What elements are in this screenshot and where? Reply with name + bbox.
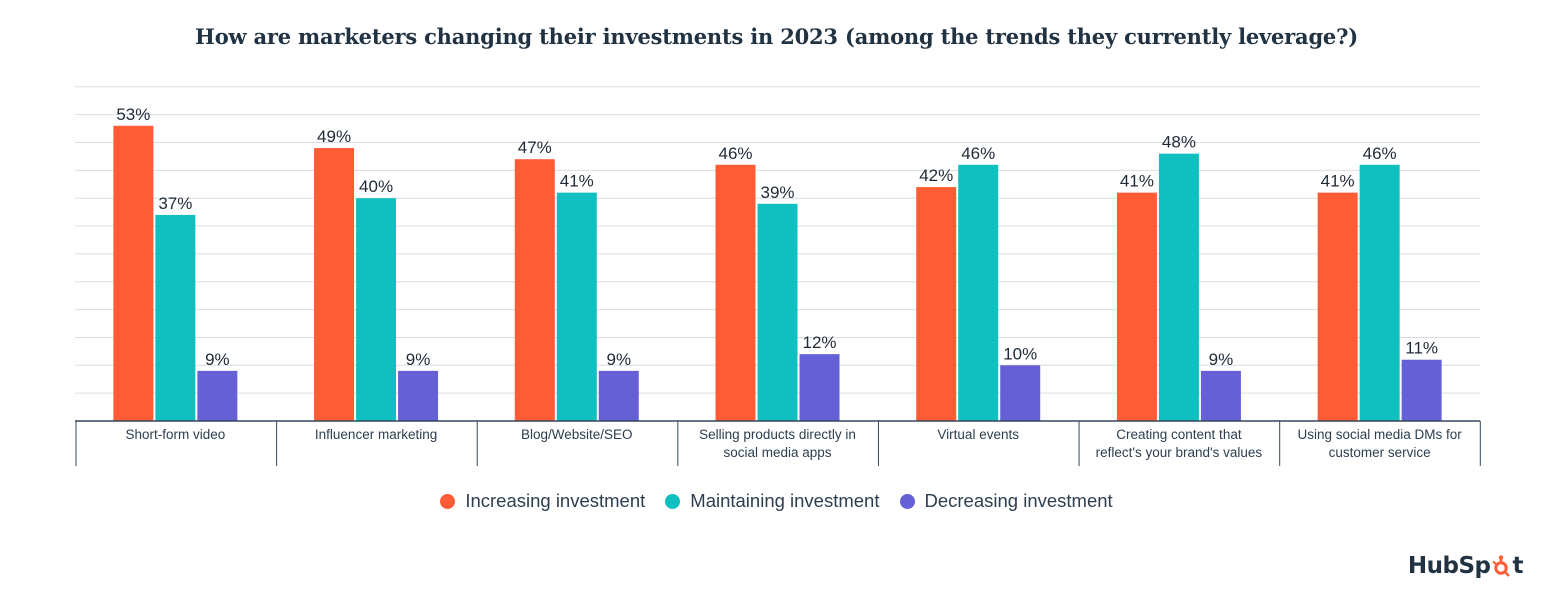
- legend-item-decreasing: Decreasing investment: [899, 490, 1113, 512]
- bar-value-label: 41%: [1321, 172, 1355, 191]
- bar-value-label: 39%: [760, 183, 794, 202]
- bar-value-label: 40%: [359, 177, 393, 196]
- category-label: social media apps: [723, 445, 831, 460]
- bar-value-label: 48%: [1162, 133, 1196, 152]
- legend-item-maintaining: Maintaining investment: [665, 490, 880, 512]
- legend-item-increasing: Increasing investment: [440, 490, 645, 512]
- bar-value-label: 49%: [317, 127, 351, 146]
- bar-value-label: 46%: [718, 144, 752, 163]
- legend-label-maintaining: Maintaining investment: [690, 490, 880, 511]
- bar-maintaining: [1359, 164, 1400, 421]
- bar-maintaining: [958, 164, 999, 421]
- bar-decreasing: [398, 370, 439, 421]
- bars: [113, 125, 1442, 421]
- bar-decreasing: [197, 370, 238, 421]
- legend-dot-increasing: [440, 493, 456, 509]
- bar-value-label: 9%: [1209, 350, 1234, 369]
- bar-decreasing: [1000, 365, 1041, 421]
- category-label: Blog/Website/SEO: [521, 427, 633, 442]
- logo-text-start: HubSp: [1407, 553, 1491, 579]
- bar-decreasing: [1401, 359, 1442, 421]
- category-label: Creating content that: [1116, 427, 1242, 442]
- bar-increasing: [314, 148, 355, 421]
- legend-dot-decreasing: [899, 493, 915, 509]
- bar-decreasing: [799, 354, 840, 421]
- legend-label-decreasing: Decreasing investment: [924, 490, 1113, 511]
- bar-increasing: [1116, 192, 1157, 421]
- bar-value-label: 46%: [961, 144, 995, 163]
- hubspot-logo: HubSp t: [1407, 553, 1524, 579]
- bar-maintaining: [757, 203, 798, 421]
- bar-value-label: 46%: [1363, 144, 1397, 163]
- bar-value-label: 47%: [518, 138, 552, 157]
- category-label: Influencer marketing: [315, 427, 437, 442]
- bar-value-labels: 53% 37% 9% 49% 40% 9% 47% 41% 9% 46% 39% 12% 42% 46% 1…: [116, 105, 1438, 369]
- bar-value-label: 12%: [802, 333, 836, 352]
- category-label: reflect's your brand's values: [1096, 445, 1263, 460]
- category-label: Virtual events: [937, 427, 1019, 442]
- bar-increasing: [514, 159, 555, 421]
- bar-increasing: [715, 164, 756, 421]
- bar-value-label: 37%: [158, 194, 192, 213]
- bar-value-label: 9%: [205, 350, 230, 369]
- legend-label-increasing: Increasing investment: [465, 490, 646, 511]
- legend-dot-maintaining: [665, 493, 681, 509]
- bar-value-label: 9%: [406, 350, 431, 369]
- bar-increasing: [1317, 192, 1358, 421]
- x-axis: Short-form video Influencer marketing Blog…: [75, 420, 1481, 466]
- bar-maintaining: [155, 214, 196, 421]
- category-label: Selling products directly in: [699, 427, 856, 442]
- category-label: Using social media DMs for: [1297, 427, 1462, 442]
- bar-value-label: 41%: [560, 172, 594, 191]
- legend: Increasing investment Maintaining invest…: [0, 490, 1553, 512]
- chart-title: How are marketers changing their investm…: [195, 24, 1358, 49]
- category-label: customer service: [1329, 445, 1431, 460]
- category-label: Short-form video: [125, 427, 225, 442]
- bar-value-label: 11%: [1405, 339, 1438, 358]
- bar-value-label: 53%: [116, 105, 150, 124]
- bar-decreasing: [598, 370, 639, 421]
- sprocket-icon: [1491, 555, 1513, 577]
- bar-value-label: 9%: [606, 350, 631, 369]
- logo-text-end: t: [1512, 553, 1524, 579]
- bar-maintaining: [556, 192, 597, 421]
- bar-maintaining: [356, 198, 397, 421]
- bar-increasing: [916, 187, 957, 421]
- bar-decreasing: [1200, 370, 1241, 421]
- bar-value-label: 10%: [1003, 344, 1037, 363]
- bar-increasing: [113, 125, 154, 421]
- bar-maintaining: [1158, 153, 1199, 421]
- bar-value-label: 42%: [919, 166, 953, 185]
- bar-value-label: 41%: [1120, 172, 1154, 191]
